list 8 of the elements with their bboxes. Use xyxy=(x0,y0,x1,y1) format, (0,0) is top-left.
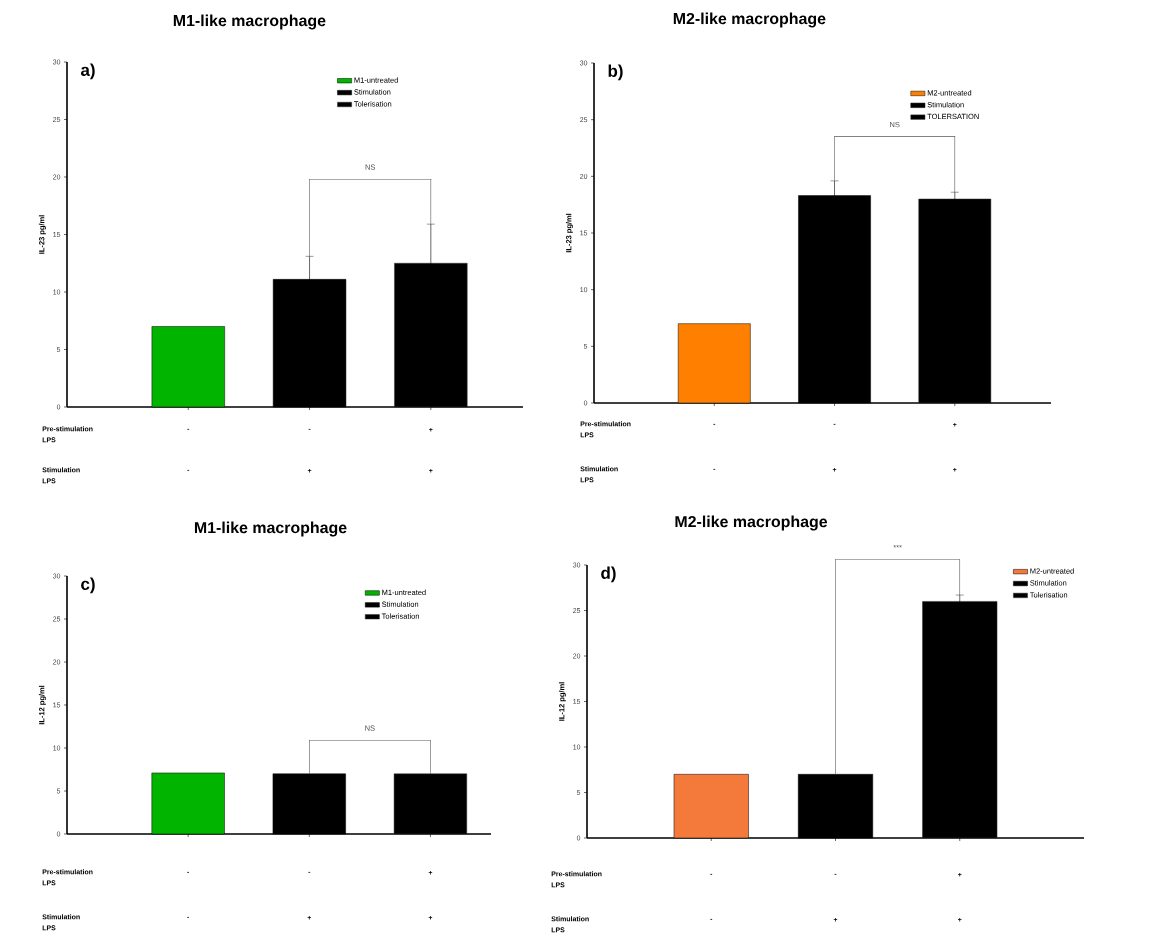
annotation: a) xyxy=(80,63,95,80)
annotation: d) xyxy=(601,566,616,583)
annotation: c) xyxy=(81,577,95,594)
annotation: b) xyxy=(608,64,623,81)
chart-title: M2-like macrophage xyxy=(675,515,828,531)
chart-title: M1-like macrophage xyxy=(173,14,326,30)
chart-title: M2-like macrophage xyxy=(673,12,826,28)
chart-title: M1-like macrophage xyxy=(194,521,347,537)
